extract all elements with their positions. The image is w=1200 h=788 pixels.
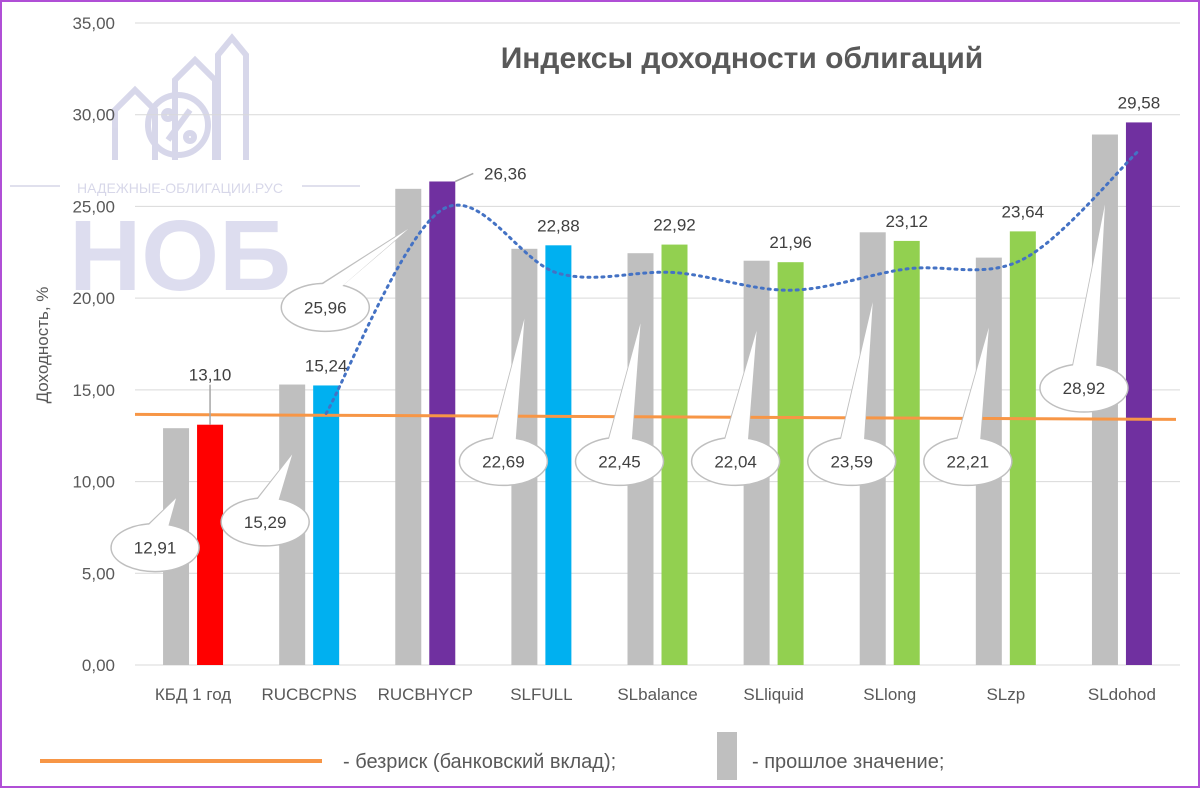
callout-previous: 22,45 (574, 323, 665, 487)
percent-growth-icon (112, 33, 249, 160)
category-label: SLliquid (743, 685, 804, 704)
callout-previous: 23,59 (806, 302, 897, 487)
value-label-current: 15,24 (305, 356, 348, 375)
chart-title: Индексы доходности облигаций (501, 42, 984, 75)
bar-current (429, 181, 456, 665)
y-axis-title: Доходность, % (33, 287, 52, 404)
bar-current (777, 262, 804, 665)
legend-previous-swatch (717, 732, 737, 780)
value-label-previous: 22,04 (714, 452, 757, 471)
current-value-labels: 13,10 15,24 26,36 22,88 22,92 21,96 23,12 23,64… (189, 93, 1161, 425)
y-tick-label: 20,00 (72, 289, 115, 308)
value-label-current: 26,36 (484, 164, 527, 183)
riskfree-line (134, 412, 1177, 421)
y-tick-label: 25,00 (72, 197, 115, 216)
value-label-current: 13,10 (189, 366, 232, 385)
bar-current (1009, 231, 1036, 665)
watermark-logo: НОБ (69, 200, 291, 312)
value-label-current: 22,92 (653, 216, 696, 235)
value-label-previous: 23,59 (830, 452, 873, 471)
category-label: RUCBHYCP (378, 685, 473, 704)
legend-previous-label: - прошлое значение; (752, 751, 944, 773)
y-tick-label: 15,00 (72, 381, 115, 400)
bar-current (893, 240, 920, 665)
callout-previous: 28,92 (1039, 204, 1129, 413)
legend: - безриск (банковский вклад); - прошлое … (40, 732, 944, 780)
bar-current (313, 385, 340, 665)
y-tick-label: 35,00 (72, 14, 115, 33)
y-tick-label: 30,00 (72, 106, 115, 125)
bar-current (545, 245, 572, 665)
bar-current (197, 424, 224, 665)
y-tick-label: 10,00 (72, 473, 115, 492)
value-label-previous: 25,96 (304, 298, 347, 317)
value-label-previous: 22,45 (598, 452, 641, 471)
callout-previous: 22,21 (923, 327, 1013, 487)
previous-value-callouts: 12,91 15,29 25,96 22,69 22,45 22,04 23,59 22,21… (110, 204, 1129, 573)
y-tick-label: 0,00 (82, 656, 115, 675)
callout-previous: 22,04 (690, 330, 781, 487)
value-label-current: 29,58 (1118, 93, 1161, 112)
callout-previous: 12,91 (110, 495, 200, 573)
value-label-previous: 15,29 (244, 513, 287, 532)
callout-previous: 15,29 (220, 454, 310, 547)
value-label-previous: 28,92 (1063, 379, 1106, 398)
trendline-path (324, 148, 1141, 415)
trendline (324, 148, 1141, 415)
category-labels: КБД 1 год RUCBCPNS RUCBHYCP SLFULL SLbalance… (155, 685, 1156, 704)
gridlines (135, 22, 1180, 666)
value-label-previous: 22,21 (947, 452, 990, 471)
riskfree-line-mark (134, 412, 1177, 421)
category-label: SLlong (863, 685, 916, 704)
bar-previous (395, 188, 422, 665)
callout-previous: 25,96 (280, 228, 409, 333)
value-label-current: 22,88 (537, 216, 580, 235)
value-label-previous: 22,69 (482, 452, 525, 471)
y-axis-ticks: 0,00 5,00 10,00 15,00 20,00 25,00 30,00 35,00 (72, 14, 115, 675)
bar-current (661, 244, 688, 665)
bar-current (1125, 122, 1152, 666)
value-label-current: 21,96 (769, 233, 812, 252)
y-tick-label: 5,00 (82, 564, 115, 583)
legend-riskfree-label: - безриск (банковский вклад); (343, 751, 616, 773)
category-label: SLFULL (510, 685, 572, 704)
watermark: НАДЕЖНЫЕ-ОБЛИГАЦИИ.РУС НОБ (10, 33, 360, 312)
value-label-current: 23,12 (885, 212, 928, 231)
category-label: RUCBCPNS (261, 685, 356, 704)
value-label-current: 23,64 (1002, 202, 1045, 221)
category-label: SLbalance (617, 685, 697, 704)
watermark-site: НАДЕЖНЫЕ-ОБЛИГАЦИИ.РУС (77, 180, 283, 196)
leader-line (454, 172, 474, 183)
category-label: SLzp (986, 685, 1025, 704)
category-label: КБД 1 год (155, 685, 231, 704)
callout-previous: 22,69 (458, 318, 549, 487)
value-label-previous: 12,91 (134, 539, 177, 558)
category-label: SLdohod (1088, 685, 1156, 704)
